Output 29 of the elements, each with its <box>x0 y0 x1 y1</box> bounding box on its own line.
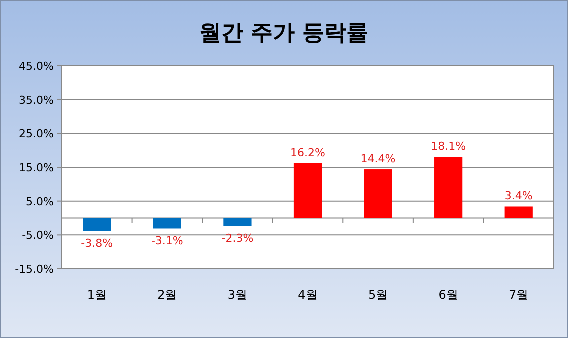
bar <box>83 218 112 232</box>
data-label: 16.2% <box>290 146 326 160</box>
bar <box>434 157 463 218</box>
y-tick-label: -5.0% <box>22 229 54 242</box>
x-tick-label: 7월 <box>509 288 529 302</box>
y-tick-label: 25.0% <box>19 128 54 141</box>
bar <box>224 218 252 226</box>
x-tick-label: 5월 <box>368 288 388 302</box>
chart-title: 월간 주가 등락률 <box>199 21 369 46</box>
y-tick-label: -15.0% <box>15 263 54 276</box>
x-tick-label: 2월 <box>158 288 178 302</box>
x-tick-label: 1월 <box>87 288 107 302</box>
y-tick-label: 15.0% <box>19 162 54 174</box>
bar <box>504 206 533 218</box>
data-label: -2.3% <box>222 232 254 246</box>
data-label: -3.1% <box>151 234 184 248</box>
bar <box>364 170 392 218</box>
x-tick-label: 6월 <box>438 288 458 302</box>
y-tick-label: 35.0% <box>19 94 54 107</box>
y-tick-label: 45.0% <box>19 60 54 73</box>
x-tick-label: 3월 <box>228 288 248 302</box>
bar <box>153 218 182 229</box>
data-label: 18.1% <box>431 140 466 154</box>
data-label: -3.8% <box>81 237 114 250</box>
y-tick-label: 5.0% <box>26 195 54 208</box>
data-label: 3.4% <box>504 190 533 203</box>
bar <box>294 163 322 218</box>
data-label: 14.4% <box>360 152 396 166</box>
x-tick-label: 4월 <box>298 288 318 302</box>
